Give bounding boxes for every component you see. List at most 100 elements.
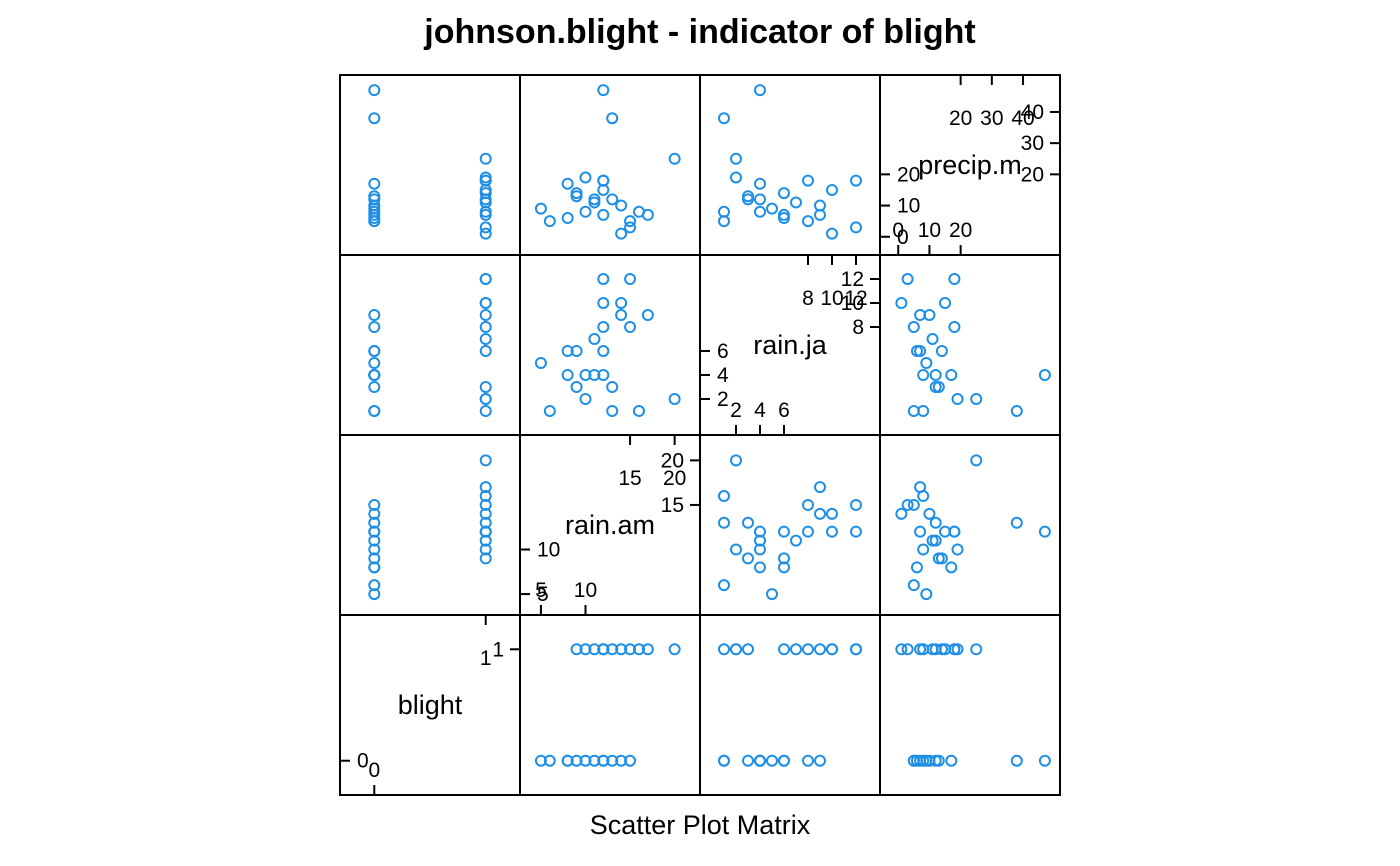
data-point (368, 579, 381, 592)
data-point (368, 177, 381, 190)
data-point (668, 152, 681, 165)
data-point (606, 193, 619, 206)
data-point (368, 215, 381, 228)
data-point (479, 405, 492, 417)
data-point (368, 369, 381, 381)
data-point (368, 561, 381, 574)
data-point (814, 208, 826, 221)
data-point (907, 321, 920, 333)
data-point (907, 498, 920, 511)
data-point (901, 643, 914, 656)
data-point (754, 754, 766, 767)
tick-label: 20 (663, 467, 686, 490)
data-point (479, 543, 492, 556)
data-point (561, 177, 574, 190)
data-point (624, 215, 637, 228)
tick-label: 20 (897, 163, 920, 186)
data-point (597, 174, 610, 187)
data-point (907, 579, 920, 592)
data-point (742, 643, 754, 656)
data-point (814, 643, 826, 656)
data-point (754, 193, 766, 206)
data-point (920, 357, 933, 369)
data-point (1010, 405, 1023, 417)
tick-label: 12 (841, 268, 864, 291)
data-point (778, 208, 790, 221)
data-point (923, 507, 936, 520)
data-point (579, 171, 592, 184)
panel-frame (519, 614, 701, 796)
tick-label: 4 (754, 399, 766, 422)
data-point (914, 345, 927, 357)
variable-name-label: rain.am (565, 510, 655, 540)
data-point (929, 754, 942, 767)
data-point (543, 215, 556, 228)
data-point (368, 381, 381, 393)
data-point (802, 525, 814, 538)
data-point (479, 273, 492, 285)
data-point (579, 643, 592, 656)
data-point (641, 309, 654, 321)
tick-label: 20 (949, 219, 972, 242)
data-point (945, 754, 958, 767)
data-point (615, 297, 628, 309)
data-point (826, 183, 838, 196)
tick-label: 15 (661, 494, 684, 517)
data-point (802, 174, 814, 187)
data-point (588, 754, 601, 767)
data-point (766, 754, 778, 767)
tick-label: 1 (492, 638, 504, 661)
data-point (597, 84, 610, 97)
data-point (479, 345, 492, 357)
data-point (579, 369, 592, 381)
data-point (923, 754, 936, 767)
tick-label: 30 (1021, 132, 1044, 155)
data-point (742, 552, 754, 565)
tick-label: 5 (535, 579, 547, 602)
panel-frame (879, 614, 1061, 796)
data-point (479, 193, 492, 206)
data-point (914, 309, 927, 321)
data-point (917, 543, 930, 556)
data-point (1038, 525, 1051, 538)
data-point (615, 309, 628, 321)
data-point (632, 405, 645, 417)
tick-label: 40 (1011, 107, 1034, 130)
data-point (641, 208, 654, 221)
data-point (479, 454, 492, 467)
data-point (948, 273, 961, 285)
data-point (606, 643, 619, 656)
data-point (624, 754, 637, 767)
data-point (606, 112, 619, 125)
data-point (730, 171, 742, 184)
data-point (850, 498, 862, 511)
data-point (479, 481, 492, 494)
data-point (570, 345, 583, 357)
data-point (479, 321, 492, 333)
data-point (901, 498, 914, 511)
data-point (778, 525, 790, 538)
data-point (368, 321, 381, 333)
data-point (561, 345, 574, 357)
data-point (939, 297, 952, 309)
data-point (907, 754, 920, 767)
data-point (914, 643, 927, 656)
data-point (895, 643, 908, 656)
data-point (790, 643, 802, 656)
tick-label: 5 (537, 583, 549, 606)
tick-label: 0 (892, 219, 904, 242)
data-point (929, 516, 942, 529)
tick-label: 0 (368, 759, 380, 782)
data-point (718, 754, 730, 767)
tick-label: 10 (537, 539, 560, 562)
data-point (917, 369, 930, 381)
tick-label: 0 (897, 226, 909, 249)
data-point (479, 333, 492, 345)
data-point (802, 643, 814, 656)
data-point (948, 525, 961, 538)
data-point (1038, 754, 1051, 767)
data-point (597, 321, 610, 333)
data-point (624, 321, 637, 333)
data-point (588, 333, 601, 345)
tick-label: 30 (980, 107, 1003, 130)
